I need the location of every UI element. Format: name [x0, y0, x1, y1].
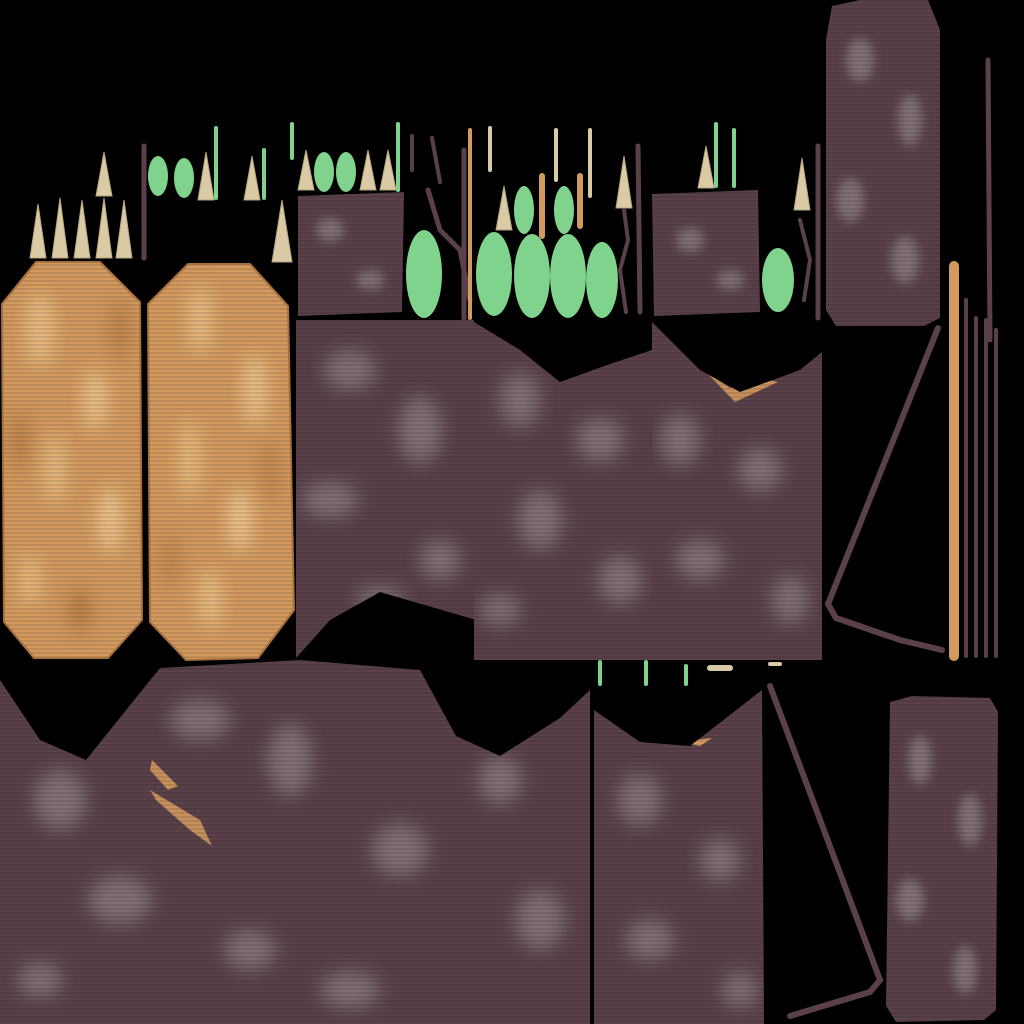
- bark-panel-tall-bottom: [886, 696, 998, 1022]
- stick-strip: [141, 57, 998, 1019]
- bark-panel-mid-right: [652, 322, 822, 660]
- bark-panel-bottom-right: [594, 690, 764, 1024]
- thorn-strip: [29, 145, 811, 263]
- wood-panel-left-edge: [0, 261, 144, 659]
- leaf-strip: [148, 152, 794, 318]
- bark-square-1: [298, 192, 404, 316]
- bark-panel-large: [0, 660, 590, 1024]
- wood-panel-right: [148, 264, 294, 660]
- wood-panel-left: [2, 262, 142, 658]
- bark-square-2: [652, 190, 760, 316]
- wood-panel-right-edge: [146, 263, 296, 662]
- bark-panel-tall: [826, 0, 940, 326]
- bark-panel-mid-center: [474, 322, 652, 660]
- bark-panel-mid-left: [296, 320, 476, 658]
